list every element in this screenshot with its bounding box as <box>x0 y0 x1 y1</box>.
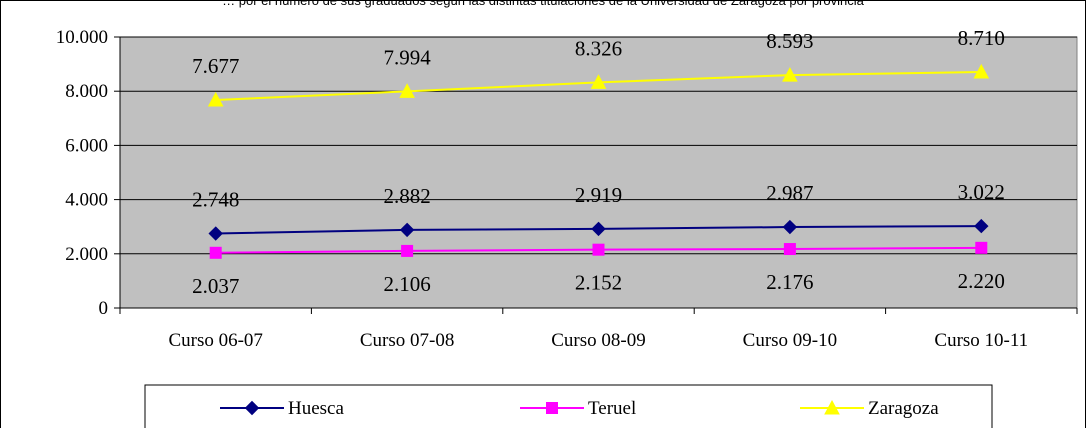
data-labels: 2.748 2.882 2.919 2.987 3.022 2.037 2.106 2.152… <box>192 26 1005 298</box>
x-tick-label: Curso 08-09 <box>551 330 645 351</box>
data-label-huesca: 3.022 <box>958 180 1005 204</box>
y-tick-label: 4.000 <box>65 190 108 211</box>
data-point-teruel <box>401 244 414 257</box>
legend-marker-huesca <box>244 400 260 416</box>
data-point-huesca <box>782 219 798 235</box>
data-label-teruel: 2.037 <box>192 274 239 298</box>
y-tick-label: 2.000 <box>65 244 108 265</box>
legend: Huesca Teruel Zaragoza <box>144 384 993 428</box>
legend-label-huesca: Huesca <box>288 398 344 419</box>
data-label-teruel: 2.106 <box>383 272 430 296</box>
series-lines <box>207 63 990 259</box>
axes: 0 2.000 4.000 6.000 8.000 10.000 Curso 06-07 Cu… <box>56 27 1078 351</box>
data-label-teruel: 2.152 <box>575 271 622 295</box>
data-point-zaragoza <box>399 83 415 98</box>
data-point-teruel <box>209 246 222 259</box>
legend-marker-teruel <box>546 402 558 414</box>
data-point-teruel <box>975 241 988 254</box>
legend-label-teruel: Teruel <box>588 398 636 419</box>
data-label-huesca: 2.919 <box>575 183 622 207</box>
data-point-zaragoza <box>207 91 224 107</box>
y-tick-label: 0 <box>99 298 109 319</box>
x-tick-label: Curso 10-11 <box>934 330 1028 351</box>
x-tick-label: Curso 07-08 <box>360 330 454 351</box>
data-point-teruel <box>592 243 605 256</box>
y-tick-label: 10.000 <box>56 27 108 48</box>
data-point-huesca <box>591 221 606 237</box>
data-label-zaragoza: 7.677 <box>192 54 239 78</box>
data-label-huesca: 2.748 <box>192 188 239 212</box>
data-point-teruel <box>783 243 796 256</box>
data-point-zaragoza <box>782 67 798 82</box>
x-tick-label: Curso 09-10 <box>743 330 837 351</box>
legend-marker-zaragoza <box>824 399 840 415</box>
y-tick-label: 8.000 <box>65 81 108 102</box>
x-tick-label: Curso 06-07 <box>168 330 262 351</box>
data-label-teruel: 2.176 <box>766 270 813 294</box>
y-tick-label: 6.000 <box>65 135 108 156</box>
data-label-teruel: 2.220 <box>958 269 1005 293</box>
data-point-zaragoza <box>590 74 607 89</box>
data-point-huesca <box>208 226 223 241</box>
data-label-huesca: 2.882 <box>383 184 430 208</box>
legend-label-zaragoza: Zaragoza <box>868 398 939 419</box>
data-point-huesca <box>974 218 989 234</box>
data-label-zaragoza: 8.326 <box>575 36 622 60</box>
legend-box <box>144 384 993 428</box>
data-point-huesca <box>399 222 415 238</box>
data-point-zaragoza <box>973 63 990 79</box>
data-label-zaragoza: 8.593 <box>766 29 813 53</box>
data-label-zaragoza: 8.710 <box>958 26 1005 50</box>
chart-title: … por el número de sus graduados según l… <box>222 0 864 8</box>
data-label-zaragoza: 7.994 <box>383 45 431 69</box>
data-label-huesca: 2.987 <box>766 181 813 205</box>
